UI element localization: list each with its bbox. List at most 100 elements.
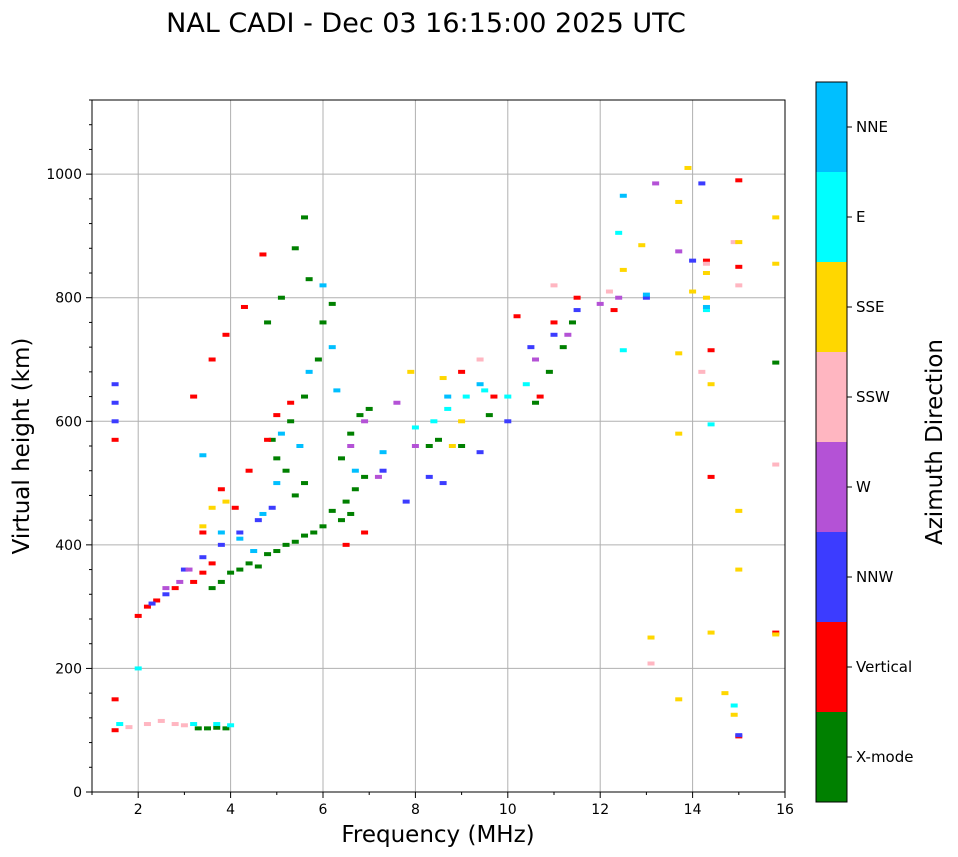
data-point <box>291 493 299 498</box>
data-point <box>735 733 743 738</box>
series-nne <box>199 193 710 554</box>
data-point <box>356 413 364 418</box>
data-point <box>730 712 738 717</box>
data-point <box>328 508 336 513</box>
data-point <box>347 444 355 448</box>
data-point <box>485 413 493 418</box>
colorbar-tick-label: SSE <box>856 298 885 316</box>
data-point <box>698 181 706 186</box>
data-point <box>111 419 119 424</box>
series-x-mode <box>194 215 780 731</box>
data-point <box>222 499 230 504</box>
data-point <box>444 394 452 399</box>
data-point <box>411 425 419 430</box>
data-point <box>287 400 295 405</box>
data-point <box>735 508 743 513</box>
data-point <box>564 332 572 337</box>
data-point <box>287 419 295 424</box>
chart-title: NAL CADI - Dec 03 16:15:00 2025 UTC <box>166 8 686 39</box>
x-tick-label: 14 <box>684 802 702 818</box>
colorbar-segment <box>816 712 847 802</box>
x-tick-label: 16 <box>776 802 794 818</box>
data-point <box>435 437 442 442</box>
data-point <box>217 530 225 535</box>
data-point <box>675 431 683 436</box>
x-tick-label: 8 <box>411 802 420 818</box>
data-point <box>333 388 341 393</box>
data-point <box>652 181 660 186</box>
data-point <box>143 722 151 727</box>
data-point <box>342 542 350 547</box>
data-point <box>319 283 327 288</box>
data-point <box>245 468 253 473</box>
data-point <box>236 536 244 541</box>
data-point <box>393 400 401 405</box>
colorbar-tick-label: NNW <box>856 568 893 586</box>
data-point <box>134 613 142 618</box>
data-point <box>171 722 179 727</box>
y-tick-label: 0 <box>73 785 82 801</box>
data-point <box>111 400 119 405</box>
data-point <box>213 722 221 727</box>
data-point <box>240 304 248 309</box>
data-point <box>689 289 697 294</box>
data-point <box>642 292 650 297</box>
series-nnw <box>111 181 743 738</box>
data-point <box>190 579 198 584</box>
data-point <box>702 261 710 266</box>
data-point <box>707 382 715 387</box>
data-point <box>439 481 447 486</box>
data-point <box>291 246 299 251</box>
data-point <box>698 369 706 374</box>
data-point <box>550 283 558 288</box>
data-point <box>264 437 272 442</box>
data-point <box>689 258 697 263</box>
data-point <box>337 456 345 461</box>
data-point <box>684 165 692 170</box>
data-point <box>305 369 313 374</box>
data-point <box>217 542 225 547</box>
data-point <box>254 518 262 523</box>
data-point <box>291 539 299 544</box>
data-point <box>351 487 359 492</box>
data-point <box>476 357 484 362</box>
colorbar-tick-label: Vertical <box>856 658 912 676</box>
data-point <box>162 592 170 597</box>
data-point <box>490 394 498 399</box>
data-point <box>116 722 124 727</box>
data-point <box>772 261 780 266</box>
data-point <box>162 586 170 591</box>
y-axis-label: Virtual height (km) <box>9 338 35 555</box>
y-tick-label: 200 <box>55 661 82 677</box>
colorbar-tick-label: X-mode <box>856 748 913 766</box>
data-point <box>458 444 466 448</box>
data-point <box>458 369 466 374</box>
plot-area: 2 4 6 8 10 12 14 16 0 200 400 600 800 1000 <box>46 99 794 818</box>
colorbar-tick-label: SSW <box>856 388 890 406</box>
data-point <box>282 468 290 473</box>
data-point <box>204 726 211 731</box>
data-point <box>735 567 743 572</box>
data-point <box>180 567 188 572</box>
data-point <box>458 419 466 424</box>
data-point <box>111 437 119 442</box>
data-point <box>545 369 553 374</box>
data-point <box>772 462 780 467</box>
data-point <box>148 601 156 606</box>
data-point <box>222 332 230 337</box>
data-point <box>610 308 618 313</box>
data-point <box>536 394 544 399</box>
data-point <box>619 348 627 353</box>
data-point <box>721 691 729 696</box>
data-point <box>199 453 207 458</box>
data-point <box>379 468 387 473</box>
data-point <box>268 437 276 442</box>
data-point <box>208 357 216 362</box>
data-point <box>222 726 230 731</box>
data-point <box>208 561 216 566</box>
data-point <box>236 567 244 572</box>
data-point <box>730 240 738 245</box>
data-point <box>702 295 710 300</box>
data-point <box>277 295 285 300</box>
